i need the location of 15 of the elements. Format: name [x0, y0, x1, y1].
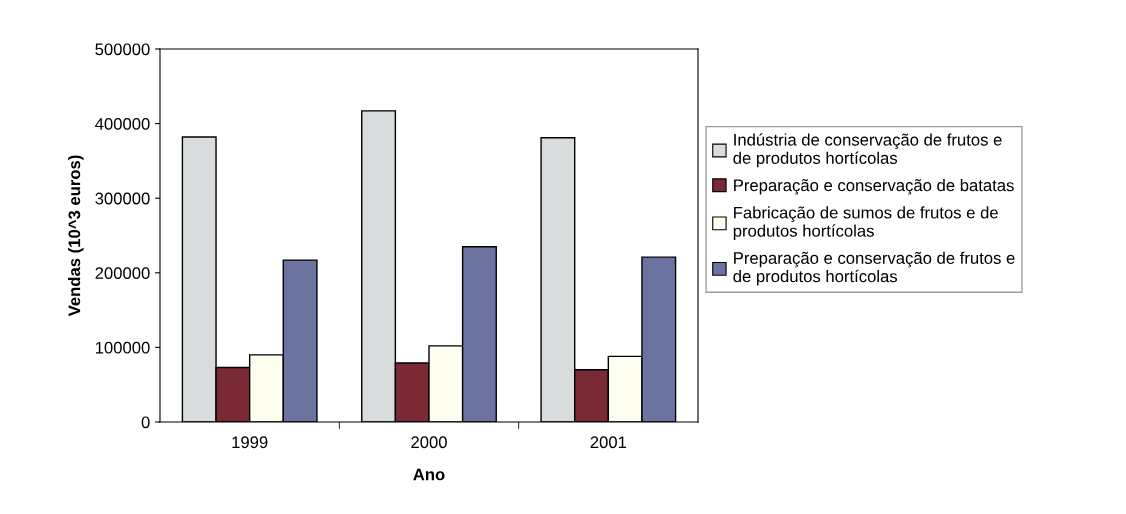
legend-label: Fabricação de sumos de frutos e de produtos hortícolas — [733, 206, 998, 241]
legend-label: Preparação e conservação de frutos e de produtos hortícolas — [733, 251, 1015, 286]
y-tick-label: 500000 — [95, 43, 150, 56]
y-tick-label: 200000 — [95, 267, 150, 279]
legend-label: Indústria de conservação de frutos e de produtos hortícolas — [733, 133, 1002, 168]
y-tick-label: 100000 — [95, 341, 150, 354]
y-tick-label: 300000 — [95, 192, 150, 205]
y-axis-title: Vendas (10^3 euros) — [68, 155, 84, 317]
x-tick-label: 1999 — [232, 436, 268, 449]
x-tick-label: 2000 — [411, 436, 447, 449]
y-tick-label: 400000 — [95, 118, 150, 130]
x-axis-title: Ano — [413, 468, 445, 481]
legend-label: Preparação e conservação de batatas — [734, 179, 1014, 195]
x-tick-label: 2001 — [590, 436, 627, 449]
y-tick-label: 0 — [141, 416, 150, 429]
